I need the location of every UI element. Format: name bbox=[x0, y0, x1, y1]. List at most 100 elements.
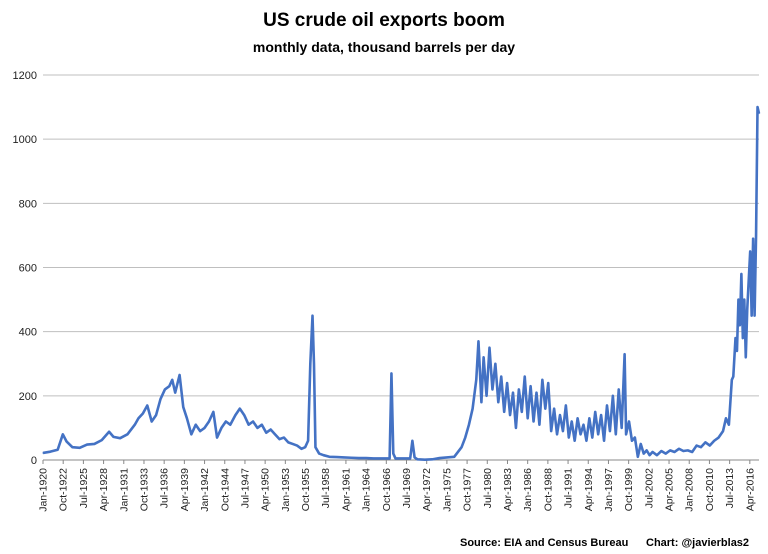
data-point bbox=[594, 411, 596, 413]
data-point bbox=[527, 417, 529, 419]
data-point bbox=[453, 456, 455, 458]
data-point bbox=[229, 424, 231, 426]
x-tick-label: Jan-1986 bbox=[522, 468, 534, 512]
x-tick-label: Apr-1961 bbox=[340, 468, 352, 511]
x-tick-label: Oct-1977 bbox=[462, 468, 474, 511]
data-point bbox=[509, 414, 511, 416]
data-point bbox=[446, 456, 448, 459]
data-point bbox=[212, 411, 214, 413]
data-point bbox=[350, 457, 353, 459]
data-point bbox=[550, 430, 552, 432]
data-point bbox=[234, 414, 236, 416]
data-point bbox=[438, 457, 441, 459]
data-point bbox=[515, 427, 517, 429]
data-point bbox=[394, 457, 397, 459]
data-point bbox=[328, 456, 330, 458]
data-point bbox=[656, 454, 658, 456]
x-tick-label: Jan-1975 bbox=[441, 468, 453, 512]
data-point bbox=[274, 433, 276, 435]
data-point bbox=[577, 417, 579, 419]
data-point bbox=[151, 420, 153, 423]
data-point bbox=[485, 395, 488, 397]
data-point bbox=[646, 449, 648, 451]
data-point bbox=[71, 446, 73, 448]
chart-subtitle: monthly data, thousand barrels per day bbox=[253, 39, 515, 55]
y-tick-label: 1000 bbox=[13, 134, 37, 146]
data-point bbox=[648, 454, 651, 456]
x-tick-label: Oct-1944 bbox=[219, 468, 231, 511]
data-point bbox=[559, 414, 561, 416]
data-point bbox=[518, 388, 520, 391]
data-point bbox=[42, 452, 44, 454]
x-tick-label: Oct-1988 bbox=[542, 468, 554, 511]
data-point bbox=[431, 458, 433, 460]
data-point bbox=[673, 451, 676, 453]
data-point bbox=[343, 456, 345, 459]
x-tick-label: Jul-1969 bbox=[401, 468, 413, 508]
data-point bbox=[628, 420, 630, 423]
data-point bbox=[530, 385, 532, 387]
data-point bbox=[535, 392, 538, 394]
x-tick-label: Oct-1955 bbox=[300, 468, 312, 511]
data-point bbox=[225, 420, 227, 423]
data-point bbox=[556, 433, 558, 435]
data-point bbox=[541, 379, 543, 381]
x-tick-label: Oct-1966 bbox=[381, 468, 393, 511]
data-point bbox=[491, 388, 494, 391]
data-point bbox=[79, 447, 81, 449]
x-tick-label: Oct-1922 bbox=[58, 468, 70, 511]
data-point bbox=[178, 374, 181, 376]
data-point bbox=[737, 298, 740, 301]
data-point bbox=[571, 420, 573, 423]
data-point bbox=[665, 452, 667, 455]
data-point bbox=[553, 408, 555, 410]
data-point bbox=[637, 456, 639, 458]
data-point bbox=[588, 417, 590, 419]
data-point bbox=[248, 424, 250, 426]
data-point bbox=[472, 408, 474, 410]
data-point bbox=[606, 404, 608, 407]
data-point bbox=[296, 444, 298, 447]
x-tick-label: Jan-1964 bbox=[361, 468, 373, 512]
data-point bbox=[416, 458, 419, 460]
data-point bbox=[574, 440, 576, 442]
data-point bbox=[718, 436, 720, 439]
data-point bbox=[758, 112, 760, 115]
data-point bbox=[740, 273, 742, 275]
data-point bbox=[168, 385, 170, 387]
data-point bbox=[591, 436, 593, 439]
data-point bbox=[475, 379, 477, 381]
data-point bbox=[695, 444, 698, 447]
data-point bbox=[488, 347, 491, 349]
data-point bbox=[568, 436, 570, 439]
x-tick-label: Jan-2008 bbox=[684, 468, 696, 512]
data-point bbox=[119, 437, 121, 439]
data-point bbox=[497, 401, 499, 403]
data-point bbox=[86, 444, 88, 446]
data-point bbox=[585, 440, 588, 442]
data-point bbox=[480, 401, 483, 403]
source-note: Source: EIA and Census Bureau bbox=[460, 537, 628, 549]
data-point bbox=[159, 398, 162, 400]
data-point bbox=[164, 388, 166, 391]
y-tick-label: 1200 bbox=[13, 70, 37, 82]
x-tick-label: Jul-2013 bbox=[724, 468, 736, 508]
data-point bbox=[669, 449, 671, 451]
data-point bbox=[725, 417, 727, 419]
data-point bbox=[57, 449, 59, 451]
x-tick-label: Oct-2010 bbox=[704, 468, 716, 511]
data-point bbox=[261, 424, 263, 426]
data-point bbox=[713, 440, 715, 442]
y-tick-label: 800 bbox=[19, 198, 37, 210]
data-point bbox=[208, 420, 210, 423]
data-point bbox=[579, 433, 582, 435]
x-tick-label: Jul-2002 bbox=[643, 468, 655, 508]
data-point bbox=[562, 430, 564, 432]
data-point bbox=[203, 427, 206, 429]
y-tick-label: 400 bbox=[19, 327, 37, 339]
data-point bbox=[753, 315, 756, 317]
data-point bbox=[483, 356, 485, 358]
x-tick-label: Oct-1933 bbox=[138, 468, 150, 511]
x-tick-label: Jan-1931 bbox=[118, 468, 130, 512]
data-point bbox=[752, 238, 754, 240]
